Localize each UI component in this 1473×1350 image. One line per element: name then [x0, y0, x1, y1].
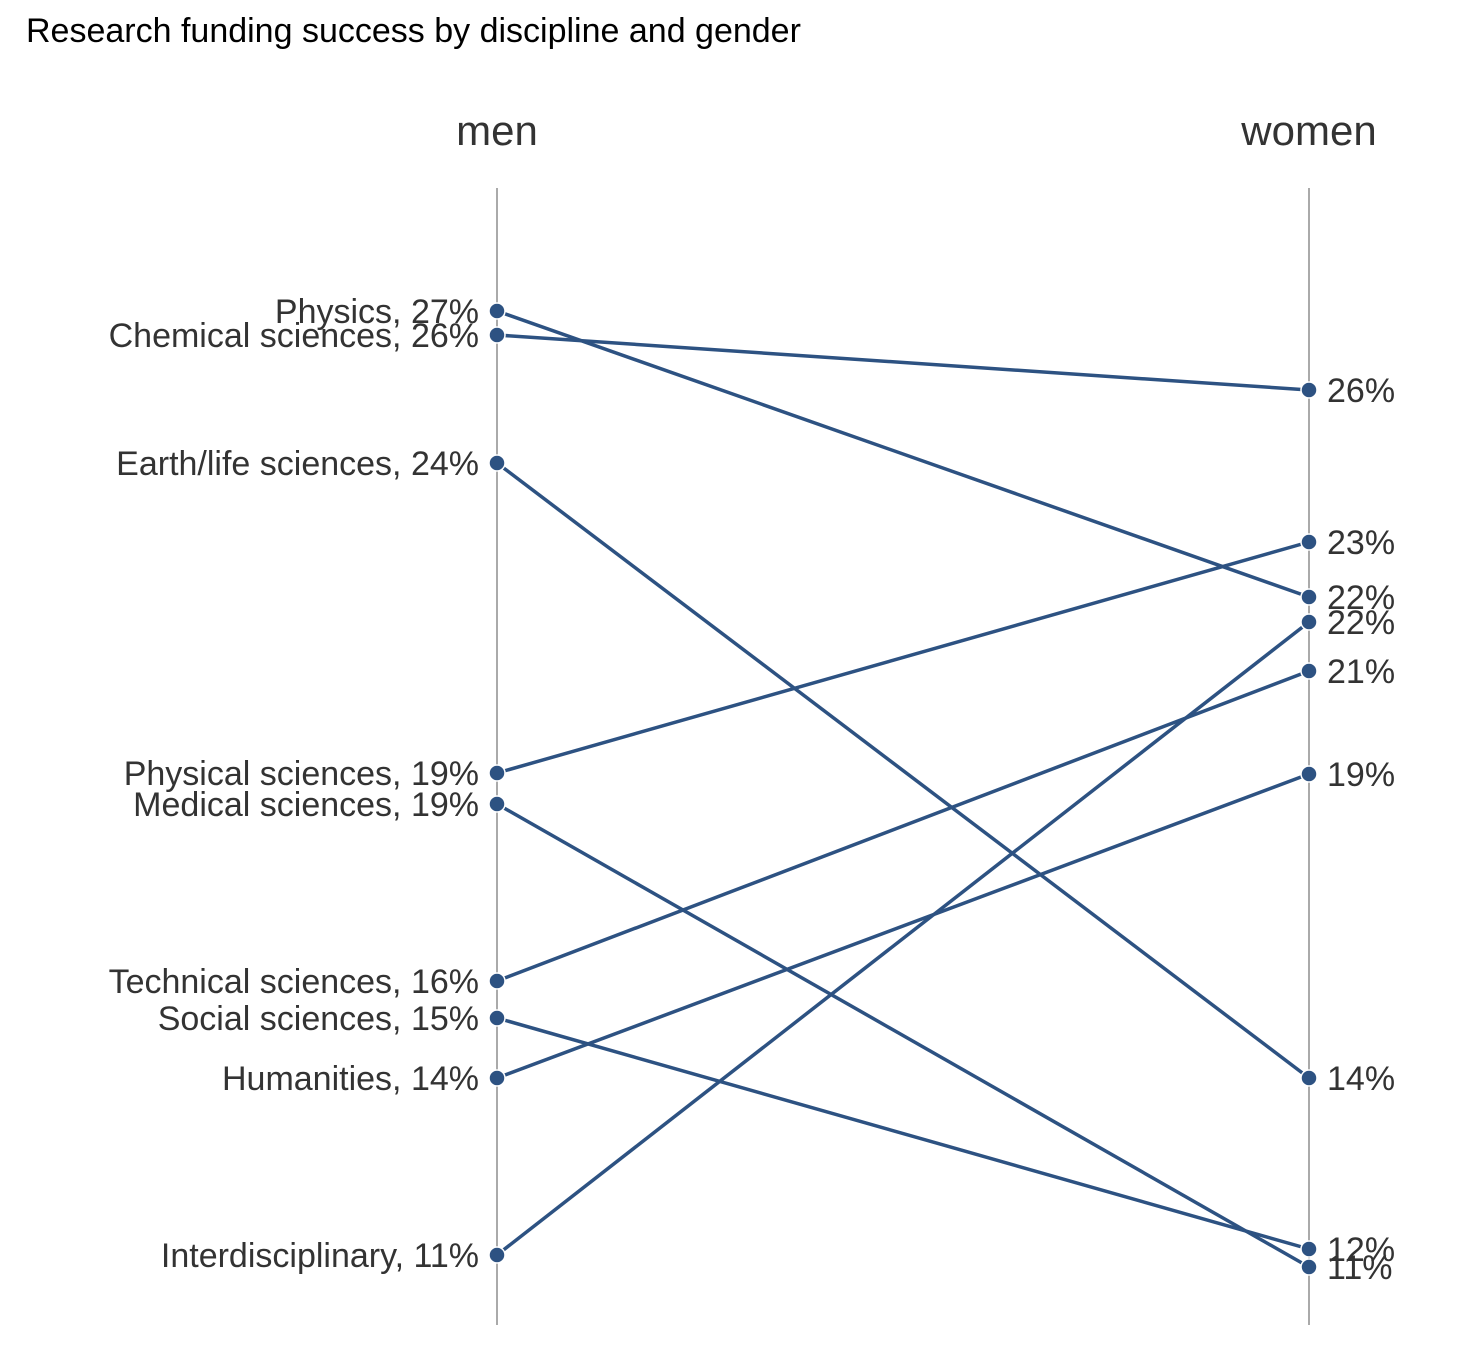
point-men-social-sciences — [488, 1009, 506, 1027]
point-women-medical-sciences — [1300, 1258, 1318, 1276]
point-women-humanities — [1300, 765, 1318, 783]
point-women-earth-life-sciences — [1300, 1069, 1318, 1087]
slope-line-interdisciplinary — [495, 620, 1311, 1257]
label-women-humanities: 19% — [1327, 756, 1395, 794]
label-men-technical-sciences: Technical sciences, 16% — [109, 963, 479, 1001]
point-men-humanities — [488, 1069, 506, 1087]
point-women-social-sciences — [1300, 1240, 1318, 1258]
label-women-medical-sciences: 11% — [1327, 1249, 1393, 1287]
label-women-physical-sciences: 23% — [1327, 524, 1395, 562]
women-column-header: women — [1240, 107, 1376, 154]
slope-labels: Physics, 27% 22% Chemical sciences, 26% 26%… — [109, 293, 1395, 1287]
label-women-earth-life-sciences: 14% — [1327, 1060, 1395, 1098]
label-men-chemical-sciences: Chemical sciences, 26% — [109, 317, 479, 355]
men-column-header: men — [456, 107, 538, 154]
point-men-medical-sciences — [488, 795, 506, 813]
point-women-technical-sciences — [1300, 662, 1318, 680]
label-women-social-sciences: 12% — [1327, 1231, 1395, 1269]
point-men-earth-life-sciences — [488, 454, 506, 472]
slope-line-humanities — [496, 772, 1310, 1080]
point-women-chemical-sciences — [1300, 381, 1318, 399]
point-women-physics — [1300, 588, 1318, 606]
label-men-physical-sciences: Physical sciences, 19% — [124, 755, 479, 793]
point-women-interdisciplinary — [1300, 613, 1318, 631]
chart-title: Research funding success by discipline a… — [26, 12, 801, 50]
point-men-physics — [488, 302, 506, 320]
label-men-social-sciences: Social sciences, 15% — [158, 1000, 479, 1038]
slope-line-technical-sciences — [496, 669, 1310, 983]
label-men-physics: Physics, 27% — [275, 293, 479, 331]
slope-line-physical-sciences — [496, 540, 1310, 775]
point-men-physical-sciences — [488, 764, 506, 782]
point-women-physical-sciences — [1300, 533, 1318, 551]
slope-lines — [495, 309, 1311, 1269]
label-men-humanities: Humanities, 14% — [222, 1060, 479, 1098]
slope-line-physics — [496, 309, 1310, 599]
slope-line-chemical-sciences — [496, 333, 1310, 392]
label-women-physics: 22% — [1327, 579, 1395, 617]
label-men-earth-life-sciences: Earth/life sciences, 24% — [116, 445, 479, 483]
point-men-technical-sciences — [488, 972, 506, 990]
slope-line-medical-sciences — [496, 802, 1310, 1269]
label-women-interdisciplinary: 22% — [1327, 604, 1395, 642]
label-women-technical-sciences: 21% — [1327, 653, 1395, 691]
label-men-medical-sciences: Medical sciences, 19% — [133, 786, 479, 824]
slope-points — [488, 302, 1318, 1276]
slope-line-earth-life-sciences — [495, 461, 1311, 1080]
point-men-interdisciplinary — [488, 1246, 506, 1264]
label-men-interdisciplinary: Interdisciplinary, 11% — [161, 1237, 479, 1275]
point-men-chemical-sciences — [488, 326, 506, 344]
label-women-chemical-sciences: 26% — [1327, 372, 1395, 410]
slope-line-social-sciences — [496, 1016, 1310, 1251]
